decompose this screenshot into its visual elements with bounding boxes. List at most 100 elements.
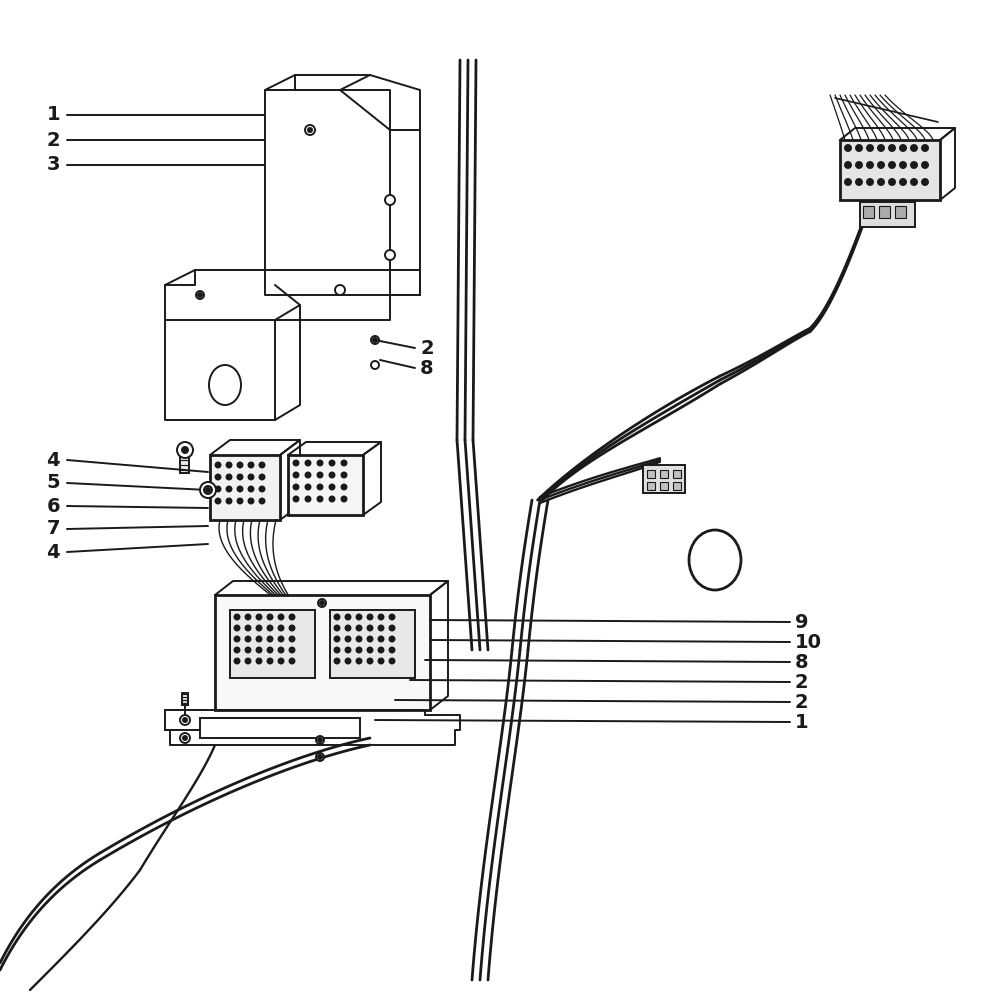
Circle shape <box>268 648 273 652</box>
Circle shape <box>182 447 188 453</box>
Text: 1: 1 <box>46 105 60 124</box>
Circle shape <box>335 648 339 652</box>
Circle shape <box>234 626 239 631</box>
Circle shape <box>390 648 395 652</box>
Text: 1: 1 <box>795 712 809 732</box>
Circle shape <box>922 179 928 185</box>
Circle shape <box>367 658 373 664</box>
Circle shape <box>341 496 346 502</box>
Ellipse shape <box>209 365 241 405</box>
Circle shape <box>320 601 324 605</box>
Circle shape <box>278 637 283 642</box>
Circle shape <box>318 460 323 466</box>
Bar <box>288 455 363 515</box>
Circle shape <box>373 338 377 342</box>
Text: 9: 9 <box>795 612 809 632</box>
Circle shape <box>318 755 322 759</box>
Circle shape <box>278 658 283 664</box>
Bar <box>647 470 655 478</box>
Bar <box>210 455 280 520</box>
Circle shape <box>845 145 851 151</box>
Circle shape <box>268 658 273 664</box>
Circle shape <box>234 648 239 652</box>
Circle shape <box>249 487 254 491</box>
Circle shape <box>867 162 873 168</box>
Circle shape <box>305 125 315 135</box>
Circle shape <box>177 442 193 458</box>
Circle shape <box>845 179 851 185</box>
Bar <box>879 206 890 218</box>
Circle shape <box>245 658 251 664</box>
Circle shape <box>335 614 339 619</box>
Circle shape <box>196 291 204 299</box>
Circle shape <box>183 718 187 722</box>
Circle shape <box>249 475 254 480</box>
Bar <box>673 470 681 478</box>
Circle shape <box>345 626 350 631</box>
Circle shape <box>215 487 220 491</box>
Circle shape <box>234 614 239 619</box>
Text: 2: 2 <box>420 338 434 358</box>
Text: 2: 2 <box>795 692 809 712</box>
Circle shape <box>200 482 216 498</box>
Circle shape <box>260 475 265 480</box>
Bar <box>182 693 188 705</box>
Circle shape <box>889 145 895 151</box>
Circle shape <box>180 733 190 743</box>
Circle shape <box>856 162 862 168</box>
Circle shape <box>330 460 335 466</box>
Circle shape <box>226 475 231 480</box>
Bar <box>647 482 655 490</box>
Circle shape <box>260 487 265 491</box>
Text: 8: 8 <box>795 652 809 672</box>
Circle shape <box>226 498 231 504</box>
Circle shape <box>367 637 373 642</box>
Circle shape <box>260 462 265 468</box>
Circle shape <box>305 496 311 502</box>
Bar <box>660 470 668 478</box>
Circle shape <box>278 626 283 631</box>
Circle shape <box>889 162 895 168</box>
Text: 4: 4 <box>46 542 60 562</box>
Circle shape <box>289 648 294 652</box>
Circle shape <box>268 637 273 642</box>
Circle shape <box>371 336 379 344</box>
Circle shape <box>356 614 361 619</box>
Circle shape <box>335 626 339 631</box>
Circle shape <box>345 648 350 652</box>
Circle shape <box>257 658 262 664</box>
Bar <box>860 202 915 227</box>
Circle shape <box>356 626 361 631</box>
Circle shape <box>335 658 339 664</box>
Circle shape <box>308 128 312 132</box>
Circle shape <box>911 145 917 151</box>
Circle shape <box>268 626 273 631</box>
Circle shape <box>345 637 350 642</box>
Circle shape <box>390 637 395 642</box>
Circle shape <box>198 293 202 297</box>
Circle shape <box>245 637 251 642</box>
Circle shape <box>878 162 884 168</box>
Bar <box>660 482 668 490</box>
Circle shape <box>245 626 251 631</box>
Circle shape <box>379 637 384 642</box>
Circle shape <box>878 145 884 151</box>
Text: 5: 5 <box>46 474 60 492</box>
Circle shape <box>293 460 298 466</box>
Circle shape <box>341 485 346 489</box>
Circle shape <box>245 614 251 619</box>
Circle shape <box>237 487 242 491</box>
Circle shape <box>335 637 339 642</box>
Circle shape <box>215 498 220 504</box>
Circle shape <box>289 614 294 619</box>
Circle shape <box>845 162 851 168</box>
Circle shape <box>911 162 917 168</box>
Circle shape <box>249 462 254 468</box>
Bar <box>643 465 685 493</box>
Circle shape <box>390 658 395 664</box>
Circle shape <box>367 626 373 631</box>
Circle shape <box>234 637 239 642</box>
Circle shape <box>226 462 231 468</box>
Circle shape <box>330 485 335 489</box>
Circle shape <box>367 648 373 652</box>
